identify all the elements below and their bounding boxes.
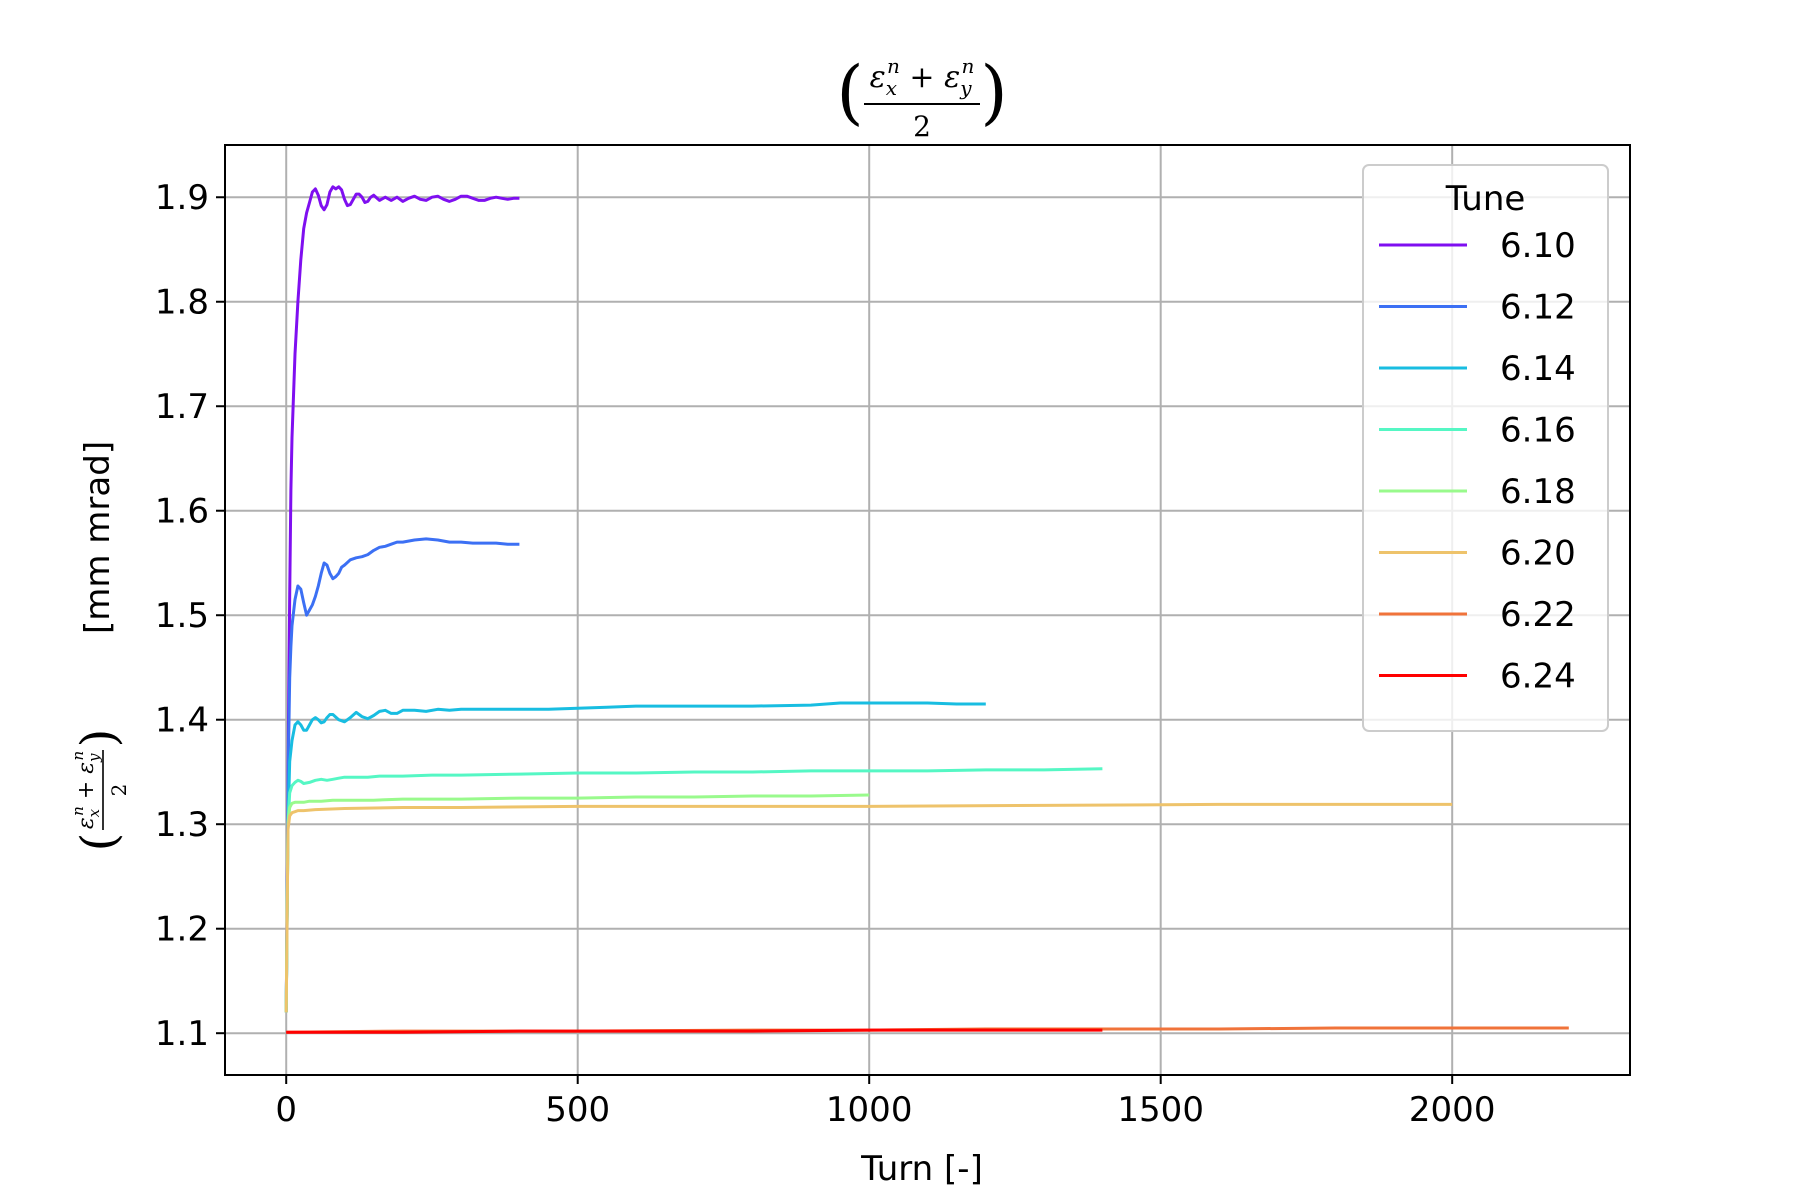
- legend-label-6.22: 6.22: [1500, 595, 1576, 635]
- legend-label-6.16: 6.16: [1500, 411, 1576, 451]
- x-tick-label: 1000: [826, 1090, 913, 1130]
- y-axis-label: ( εxn + εyn 2 ) [mm mrad]: [69, 441, 131, 851]
- ylabel-right-paren: ): [71, 729, 127, 748]
- legend-label-6.18: 6.18: [1500, 472, 1576, 512]
- legend-label-6.20: 6.20: [1500, 534, 1576, 574]
- title-denominator: 2: [913, 110, 931, 143]
- ylabel-sup-n-y: n: [69, 751, 87, 761]
- series-line-6.12: [284, 537, 520, 1013]
- title-eps-x: ε: [870, 60, 886, 95]
- ylabel-eps-y: ε: [74, 762, 99, 774]
- y-tick-label: 1.8: [155, 283, 209, 323]
- x-tick-label: 500: [545, 1090, 610, 1130]
- title-sup-n-x: n: [887, 54, 900, 78]
- legend: Tune 6.10 6.12 6.14 6.16 6.18 6.20 6.22 6.24: [1362, 164, 1609, 732]
- series-line-6.18: [284, 793, 870, 1013]
- y-tick-label: 1.6: [155, 492, 209, 532]
- ylabel-plus: +: [74, 774, 99, 806]
- y-tick-label: 1.2: [155, 910, 209, 950]
- x-axis-label: Turn [-]: [860, 1149, 983, 1189]
- y-tick-label: 1.4: [155, 701, 209, 741]
- ylabel-sub-y: y: [85, 753, 103, 763]
- ylabel-numerator: εxn + εyn: [69, 751, 103, 829]
- legend-label-6.12: 6.12: [1500, 288, 1576, 328]
- title-sub-y: y: [959, 76, 972, 100]
- x-tick-label: 1500: [1117, 1090, 1204, 1130]
- ylabel-unit: [mm mrad]: [78, 441, 118, 634]
- title-plus: +: [900, 60, 944, 95]
- y-tick-label: 1.9: [155, 178, 209, 218]
- y-tick-label: 1.7: [155, 387, 209, 427]
- series-line-6.20: [284, 802, 1453, 1013]
- ylabel-eps-x: ε: [74, 817, 99, 829]
- series-line-6.14: [284, 701, 986, 1013]
- y-tick-label: 1.5: [155, 596, 209, 636]
- ticks: 0 500 1000 1500 2000 1.1 1.2 1.3 1.4 1.5 1.6 1.7 1.8…: [155, 178, 1496, 1130]
- chart-title: ( εxn + εyn 2 ): [836, 51, 1007, 143]
- ylabel-sup-n-x: n: [69, 806, 87, 816]
- legend-label-6.10: 6.10: [1500, 226, 1576, 266]
- legend-label-6.24: 6.24: [1500, 657, 1576, 697]
- title-right-paren: ): [980, 51, 1007, 133]
- series-line-6.16: [284, 767, 1103, 1013]
- ylabel-sub-x: x: [85, 808, 103, 817]
- title-numerator: εxn + εyn: [870, 54, 975, 100]
- title-eps-y: ε: [944, 60, 960, 95]
- legend-title: Tune: [1445, 179, 1526, 219]
- y-tick-label: 1.3: [155, 805, 209, 845]
- series-group: [284, 185, 1569, 1034]
- ylabel-denominator: 2: [107, 784, 131, 797]
- plot-frame: [224, 144, 1631, 1076]
- series-line-6.10: [284, 185, 520, 1013]
- x-tick-label: 2000: [1409, 1090, 1496, 1130]
- title-sub-x: x: [886, 76, 897, 100]
- x-tick-label: 0: [275, 1090, 297, 1130]
- title-sup-n-y: n: [962, 54, 975, 78]
- y-tick-label: 1.1: [155, 1014, 209, 1054]
- ylabel-left-paren: (: [71, 833, 127, 852]
- legend-label-6.14: 6.14: [1500, 349, 1576, 389]
- series-line-6.24: [286, 1028, 1103, 1034]
- title-left-paren: (: [836, 51, 863, 133]
